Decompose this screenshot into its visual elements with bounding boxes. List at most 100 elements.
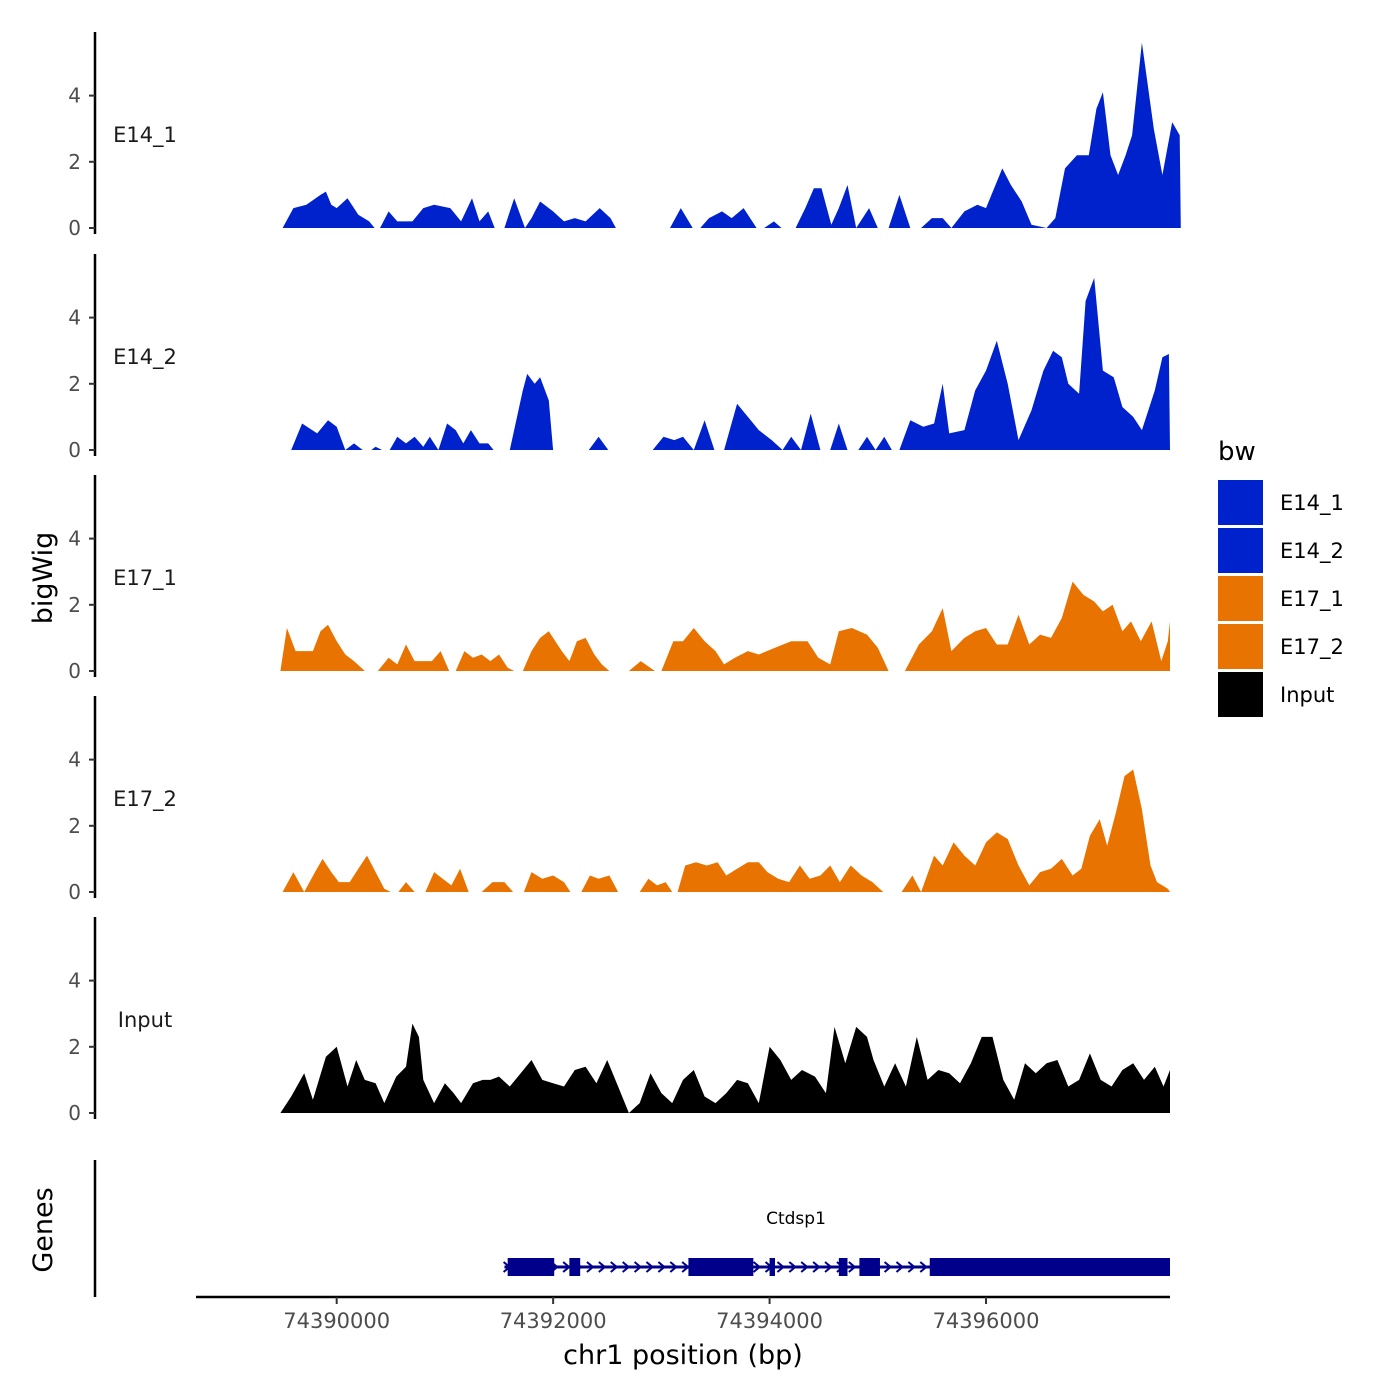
strand-arrow — [824, 1261, 833, 1273]
coverage-area — [291, 420, 363, 450]
legend-label: Input — [1280, 683, 1334, 707]
gene-exon — [507, 1258, 555, 1276]
strand-arrow — [883, 1261, 893, 1273]
track-e17_2: 0 2 4 E17_2 — [68, 696, 1170, 904]
coverage-area — [700, 208, 757, 228]
coverage-area — [380, 198, 495, 228]
gene-exon — [569, 1258, 581, 1276]
track-label: E14_1 — [113, 123, 177, 148]
coverage-area — [455, 651, 515, 671]
genes-panel: Genes Ctdsp1 — [28, 1160, 1170, 1297]
x-tick-label: 74392000 — [500, 1309, 607, 1333]
gene-exon — [838, 1258, 848, 1276]
legend-swatch — [1218, 480, 1263, 525]
coverage-area — [764, 221, 782, 228]
track-label: E17_1 — [113, 566, 177, 591]
coverage-area — [522, 631, 610, 671]
strand-arrow — [752, 1261, 762, 1273]
gene-exon — [859, 1258, 880, 1276]
coverage-area — [901, 769, 1170, 892]
strand-arrow — [657, 1261, 666, 1273]
coverage-area — [628, 661, 655, 671]
track-e14_2: 0 2 4 E14_2 — [68, 254, 1170, 462]
coverage-area — [858, 436, 892, 450]
coverage-area — [282, 855, 391, 892]
strand-arrow — [633, 1261, 643, 1273]
y-tick-label: 2 — [68, 150, 81, 174]
strand-arrow — [645, 1261, 655, 1273]
strand-arrow — [610, 1261, 619, 1273]
x-axis-title: chr1 position (bp) — [563, 1340, 803, 1371]
track-label: E17_2 — [113, 787, 177, 812]
track-label: E14_2 — [113, 345, 177, 370]
legend-label: E14_1 — [1280, 491, 1344, 516]
coverage-area — [377, 644, 450, 671]
coverage-area — [504, 198, 616, 228]
legend-swatch — [1218, 624, 1263, 669]
strand-arrow — [562, 1261, 571, 1273]
coverage-area — [795, 185, 878, 228]
gene-name-label: Ctdsp1 — [766, 1209, 826, 1229]
y-tick-label: 0 — [68, 438, 81, 462]
coverage-area — [280, 1023, 1170, 1113]
track-e17_1: 0 2 4 E17_1 — [68, 475, 1170, 683]
legend: bw E14_1 E14_2 E17_1 E17_2 Input — [1218, 437, 1344, 717]
coverage-area — [661, 628, 889, 671]
y-tick-label: 4 — [68, 748, 81, 772]
coverage-area — [921, 42, 1181, 228]
strand-arrow — [669, 1261, 678, 1273]
strand-arrow — [919, 1261, 928, 1273]
x-axis: 74390000 74392000 74394000 74396000 — [196, 1295, 1170, 1333]
strand-arrow — [681, 1261, 690, 1273]
coverage-area — [389, 423, 494, 450]
y-tick-label: 0 — [68, 880, 81, 904]
coverage-area — [481, 882, 514, 892]
legend-swatch — [1218, 528, 1263, 573]
genes-axis-title: Genes — [28, 1187, 59, 1272]
coverage-area — [670, 208, 693, 228]
coverage-area — [282, 191, 375, 228]
y-tick-label: 2 — [68, 593, 81, 617]
track-label: Input — [118, 1008, 172, 1032]
legend-label: E17_2 — [1280, 635, 1344, 660]
x-tick-label: 74394000 — [716, 1309, 823, 1333]
y-tick-label: 0 — [68, 1101, 81, 1125]
coverage-tracks: 0 2 4 E14_1 0 2 4 E14_2 0 2 4 E17_1 0 2 4 E17_2 0 2 4 Input — [68, 32, 1181, 1125]
strand-arrow — [895, 1261, 905, 1273]
y-tick-label: 2 — [68, 1035, 81, 1059]
coverage-area — [280, 624, 365, 671]
coverage-area — [639, 878, 673, 892]
legend-swatch — [1218, 672, 1263, 717]
y-tick-label: 2 — [68, 814, 81, 838]
coverage-area — [724, 403, 821, 450]
gene-exon — [929, 1258, 1170, 1276]
gene-exon — [688, 1258, 754, 1276]
strand-arrow — [907, 1261, 916, 1273]
coverage-area — [425, 868, 469, 892]
coverage-area — [398, 882, 415, 892]
x-tick-label: 74396000 — [933, 1309, 1040, 1333]
y-tick-label: 4 — [68, 527, 81, 551]
strand-arrow — [800, 1261, 809, 1273]
y-axis-title: bigWig — [28, 532, 59, 625]
strand-arrow — [598, 1261, 607, 1273]
y-tick-label: 0 — [68, 216, 81, 240]
y-tick-label: 4 — [68, 969, 81, 993]
coverage-area — [899, 277, 1170, 450]
legend-title: bw — [1218, 437, 1256, 467]
coverage-area — [588, 436, 609, 450]
y-tick-label: 4 — [68, 84, 81, 108]
x-tick-label: 74390000 — [283, 1309, 390, 1333]
strand-arrow — [622, 1261, 631, 1273]
coverage-area — [904, 581, 1170, 671]
coverage-area — [581, 875, 619, 892]
coverage-area — [523, 872, 571, 892]
y-tick-label: 0 — [68, 659, 81, 683]
strand-arrow — [812, 1261, 821, 1273]
coverage-area — [830, 423, 848, 450]
y-tick-label: 4 — [68, 306, 81, 330]
gene-exon — [769, 1258, 775, 1276]
legend-label: E17_1 — [1280, 587, 1344, 612]
strand-arrow — [848, 1261, 857, 1273]
